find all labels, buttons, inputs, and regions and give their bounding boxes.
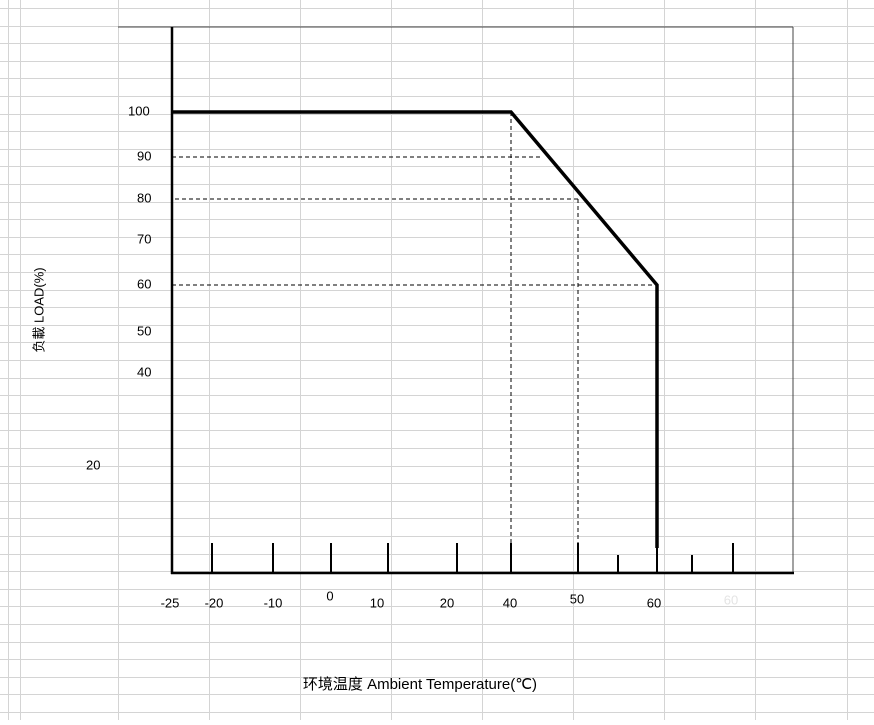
x-tick-label: 60 xyxy=(647,595,661,610)
x-tick-label: -25 xyxy=(161,595,180,610)
x-tick-label: 40 xyxy=(503,595,517,610)
x-tick-label: 0 xyxy=(326,588,333,603)
guide-lines xyxy=(172,112,657,573)
x-axis-title: 环境温度 Ambient Temperature(℃) xyxy=(303,675,537,693)
y-tick-labels: 100 90 80 70 60 50 40 20 xyxy=(86,103,151,472)
x-ticks xyxy=(171,543,734,573)
x-tick-label: 10 xyxy=(370,595,384,610)
y-tick-label: 80 xyxy=(137,190,151,205)
x-tick-label: -20 xyxy=(205,595,224,610)
y-tick-label: 60 xyxy=(137,276,151,291)
x-tick-labels: -25 -20 -10 0 10 20 40 50 60 60 xyxy=(161,588,739,610)
x-tick-label: 50 xyxy=(570,591,584,606)
axes xyxy=(170,27,794,575)
y-tick-label: 90 xyxy=(137,148,151,163)
x-tick-label: 60 xyxy=(724,592,738,607)
chart-frame xyxy=(118,26,794,573)
y-tick-label: 40 xyxy=(137,364,151,379)
y-tick-label: 100 xyxy=(128,103,150,118)
derating-curve xyxy=(172,110,659,548)
x-tick-label: -10 xyxy=(264,595,283,610)
y-tick-label: 20 xyxy=(86,457,100,472)
y-axis-title: 负載 LOAD(%) xyxy=(31,267,46,352)
y-tick-label: 50 xyxy=(137,323,151,338)
y-tick-label: 70 xyxy=(137,231,151,246)
x-tick-label: 20 xyxy=(440,595,454,610)
